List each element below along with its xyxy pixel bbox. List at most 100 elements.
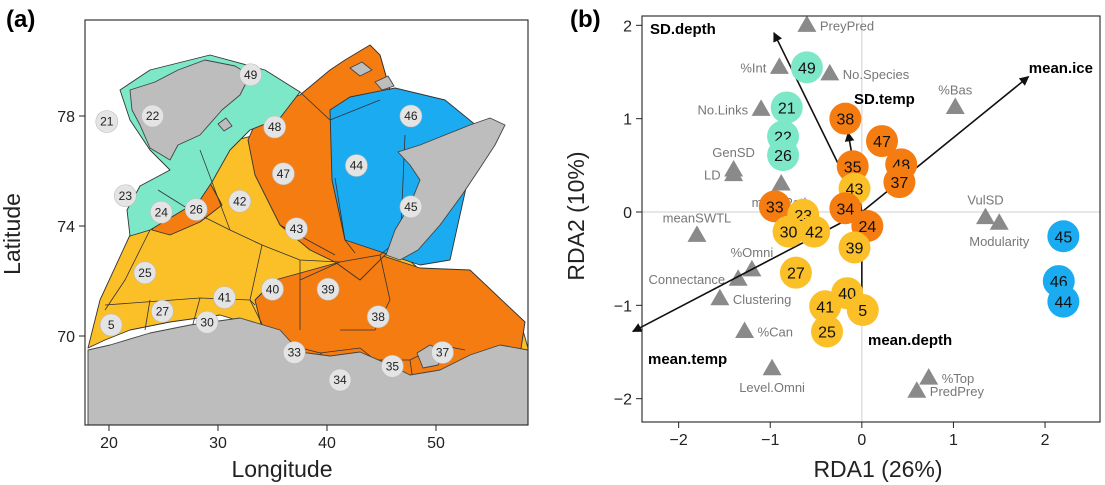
- metric--int: %Int: [740, 57, 789, 75]
- metric-label: %Bas: [938, 82, 972, 97]
- metric-no-links: No.Links: [698, 99, 771, 117]
- panel-a-map: (a) 49 21 22 23 24 26 42 48 47 46 44 45 43 25 40 39 41 27…: [0, 6, 529, 482]
- region-marker: [381, 354, 404, 378]
- map-region-26: 26: [184, 198, 208, 221]
- map-region-35: 35: [381, 354, 404, 378]
- region-label: 48: [268, 120, 282, 134]
- site-marker: [798, 215, 831, 248]
- x-tick-label: 20: [100, 435, 118, 452]
- env-vector-label: SD.depth: [650, 21, 716, 38]
- region-label: 30: [200, 315, 214, 329]
- map-region-41: 41: [213, 286, 236, 309]
- site-33: 33: [758, 190, 791, 223]
- x-tick-label: 30: [209, 435, 227, 452]
- panel-b-label: (b): [570, 6, 601, 33]
- region-border-5: [104, 229, 151, 311]
- site-label: 42: [805, 225, 823, 242]
- map-region-33: 33: [282, 341, 306, 364]
- site-38: 38: [829, 102, 862, 135]
- metric-clustering: Clustering: [710, 288, 791, 307]
- site-label: 45: [1054, 229, 1072, 246]
- y-tick-label: 2: [623, 18, 632, 35]
- kong-karls-island: [217, 117, 233, 132]
- map-plot-area: 49 21 22 23 24 26 42 48 47 46 44 45 43 25 40 39 41 27 5 30 3…: [84, 19, 529, 426]
- region-label: 47: [277, 167, 291, 181]
- site-42: 42: [798, 215, 831, 248]
- region-border-2: [199, 149, 231, 231]
- map-axes: Longitude Latitude 20 30 40 50 70 74 78: [0, 109, 445, 482]
- site-marker: [846, 294, 879, 326]
- region-border-1: [157, 189, 263, 246]
- site-label: 5: [858, 303, 867, 320]
- region-marker: [195, 310, 219, 334]
- metric-label: PreyPred: [820, 18, 874, 33]
- region-label: 38: [372, 310, 386, 324]
- metric-label: PredPrey: [930, 384, 985, 399]
- map-region-42: 42: [228, 189, 252, 213]
- region-label: 27: [156, 304, 170, 318]
- metric-triangle: [687, 225, 707, 242]
- metric-label: No.Species: [843, 67, 910, 82]
- panel-b-rda: (b) PreyPred %Int No.Species %Bas No.Links Ge…: [563, 6, 1101, 482]
- site-label: 49: [798, 60, 816, 77]
- site-21: 21: [770, 91, 803, 124]
- region-marker: [431, 341, 454, 364]
- metric-triangle: [907, 381, 927, 398]
- metric-level-omni: Level.Omni: [739, 358, 805, 395]
- region-marker: [316, 277, 340, 301]
- y-tick-label: −1: [614, 298, 632, 315]
- region-marker: [133, 261, 157, 285]
- site-label: 47: [873, 134, 891, 151]
- region-marker: [282, 341, 306, 364]
- metric-triangle: [771, 174, 791, 191]
- site-label: 30: [780, 225, 798, 242]
- region-marker: [261, 277, 284, 301]
- metric--can: %Can: [735, 321, 793, 339]
- metric-triangle: [751, 99, 771, 116]
- region-label: 25: [138, 266, 152, 280]
- metric-label: LD: [704, 168, 721, 183]
- site-marker: [779, 256, 812, 289]
- env-vector-label: SD.temp: [854, 91, 915, 108]
- x-tick-label: −2: [670, 432, 688, 449]
- region-marker: [366, 305, 390, 329]
- metric-connectance: Connectance: [649, 269, 748, 287]
- region-marker: [150, 200, 173, 224]
- site-label: 24: [858, 219, 876, 236]
- metric-triangle: [769, 57, 789, 74]
- site-marker: [770, 91, 803, 124]
- region-label: 33: [288, 346, 302, 360]
- metric-predprey: PredPrey: [907, 381, 984, 399]
- x-axis-title: RDA1 (26%): [813, 456, 942, 482]
- map-region-39: 39: [316, 277, 340, 301]
- site-marker: [883, 166, 916, 199]
- site-marker: [809, 290, 842, 323]
- franz-josef-island-1: [349, 61, 373, 77]
- site-41: 41: [809, 290, 842, 323]
- metric--bas: %Bas: [938, 82, 973, 114]
- site-35: 35: [836, 150, 869, 183]
- metric-label: Level.Omni: [739, 380, 805, 395]
- region-marker: [95, 110, 119, 133]
- metric-triangle: [976, 207, 995, 225]
- map-region-34: 34: [328, 368, 352, 392]
- metric-triangle: [797, 15, 817, 32]
- region-label: 41: [218, 291, 232, 305]
- map-region-40: 40: [261, 277, 284, 301]
- franz-josef-island-2: [374, 75, 395, 91]
- svalbard-landmass: [129, 59, 251, 161]
- region-border-12: [339, 254, 391, 331]
- panel-a-label: (a): [6, 6, 35, 33]
- map-region-38: 38: [366, 305, 390, 329]
- site-30: 30: [772, 215, 805, 248]
- region-label: 24: [155, 205, 169, 219]
- metric-triangle: [989, 213, 1009, 230]
- region-label: 45: [404, 200, 418, 214]
- map-region-23: 23: [114, 184, 137, 208]
- x-tick-label: 50: [427, 435, 445, 452]
- y-axis-title: Latitude: [0, 193, 25, 275]
- map-region-5: 5: [99, 313, 123, 337]
- region-marker: [399, 195, 423, 219]
- map-region-24: 24: [150, 200, 173, 224]
- site-label: 34: [836, 201, 854, 218]
